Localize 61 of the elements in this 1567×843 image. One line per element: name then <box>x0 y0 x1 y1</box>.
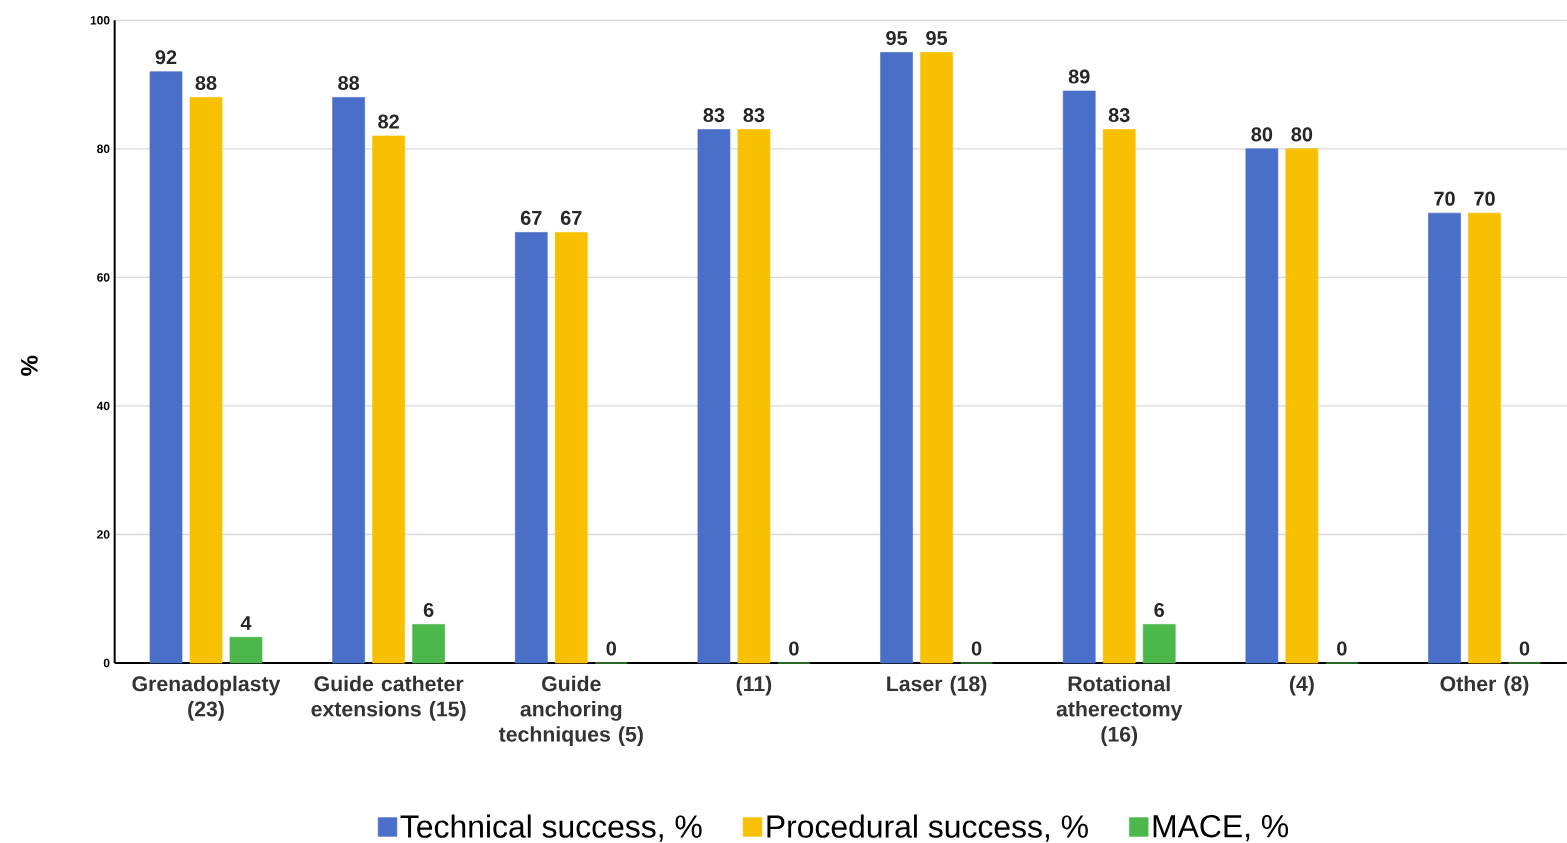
y-tick-label: 80 <box>97 144 110 154</box>
data-label: 0 <box>1519 641 1530 656</box>
bar <box>189 97 223 664</box>
bar <box>880 52 913 664</box>
legend-label: Technical success, % <box>400 814 702 842</box>
x-tick-label: (4) <box>1289 675 1314 696</box>
bar <box>1142 624 1176 664</box>
data-label: 92 <box>155 50 177 65</box>
data-label: 70 <box>1474 191 1495 206</box>
data-label: 6 <box>423 602 434 617</box>
x-tick-label: (11) <box>736 675 772 696</box>
x-tick-label: Laser (18) <box>887 675 987 696</box>
data-label: 80 <box>1291 127 1313 142</box>
data-label: 83 <box>1108 108 1130 123</box>
x-tick-label: Grenadoplasty (23) <box>132 675 281 721</box>
bar <box>514 232 548 664</box>
bar <box>1245 148 1279 664</box>
bar <box>920 52 953 664</box>
data-label: 0 <box>971 641 982 656</box>
x-tick-label: Rotational atherectomy (16) <box>1056 675 1183 746</box>
y-tick-label: 0 <box>103 658 110 668</box>
data-label: 83 <box>703 108 725 123</box>
x-tick-label: Guide catheter extensions (15) <box>311 675 466 721</box>
y-tick-label: 20 <box>97 530 110 539</box>
y-tick-label: 60 <box>97 273 110 282</box>
legend-label: MACE, % <box>1153 814 1289 842</box>
data-label: 82 <box>378 114 399 129</box>
y-tick-label: 100 <box>90 16 110 25</box>
data-label: 70 <box>1434 191 1455 206</box>
y-axis-title: % <box>20 355 38 376</box>
data-label: 0 <box>789 641 799 656</box>
data-label: 83 <box>743 108 765 123</box>
x-tick-label: Guide anchoring techniques (5) <box>498 675 643 746</box>
data-label: 0 <box>1337 641 1347 656</box>
data-label: 88 <box>338 75 360 91</box>
data-label: 95 <box>926 30 948 46</box>
bar <box>1468 212 1501 664</box>
data-label: 80 <box>1251 127 1273 142</box>
bar <box>697 129 731 664</box>
data-label: 88 <box>195 75 217 91</box>
bar <box>412 624 445 664</box>
data-label: 67 <box>520 210 542 225</box>
bar <box>1285 148 1319 664</box>
bar <box>372 135 405 664</box>
bar <box>1102 129 1136 664</box>
bar <box>554 232 588 664</box>
bar <box>229 636 263 664</box>
x-tick-label: Other (8) <box>1440 675 1529 696</box>
bar <box>332 97 365 664</box>
data-label: 95 <box>886 30 908 46</box>
data-label: 67 <box>560 210 582 225</box>
data-label: 6 <box>1154 602 1165 617</box>
bar <box>1062 90 1096 664</box>
bar <box>149 71 183 664</box>
data-label: 0 <box>606 641 616 656</box>
y-tick-label: 40 <box>96 401 110 411</box>
data-label: 4 <box>240 616 252 630</box>
legend-label: Procedural success, % <box>767 814 1088 842</box>
data-label: 89 <box>1068 69 1090 84</box>
bar <box>737 129 771 664</box>
bar <box>1428 212 1461 664</box>
